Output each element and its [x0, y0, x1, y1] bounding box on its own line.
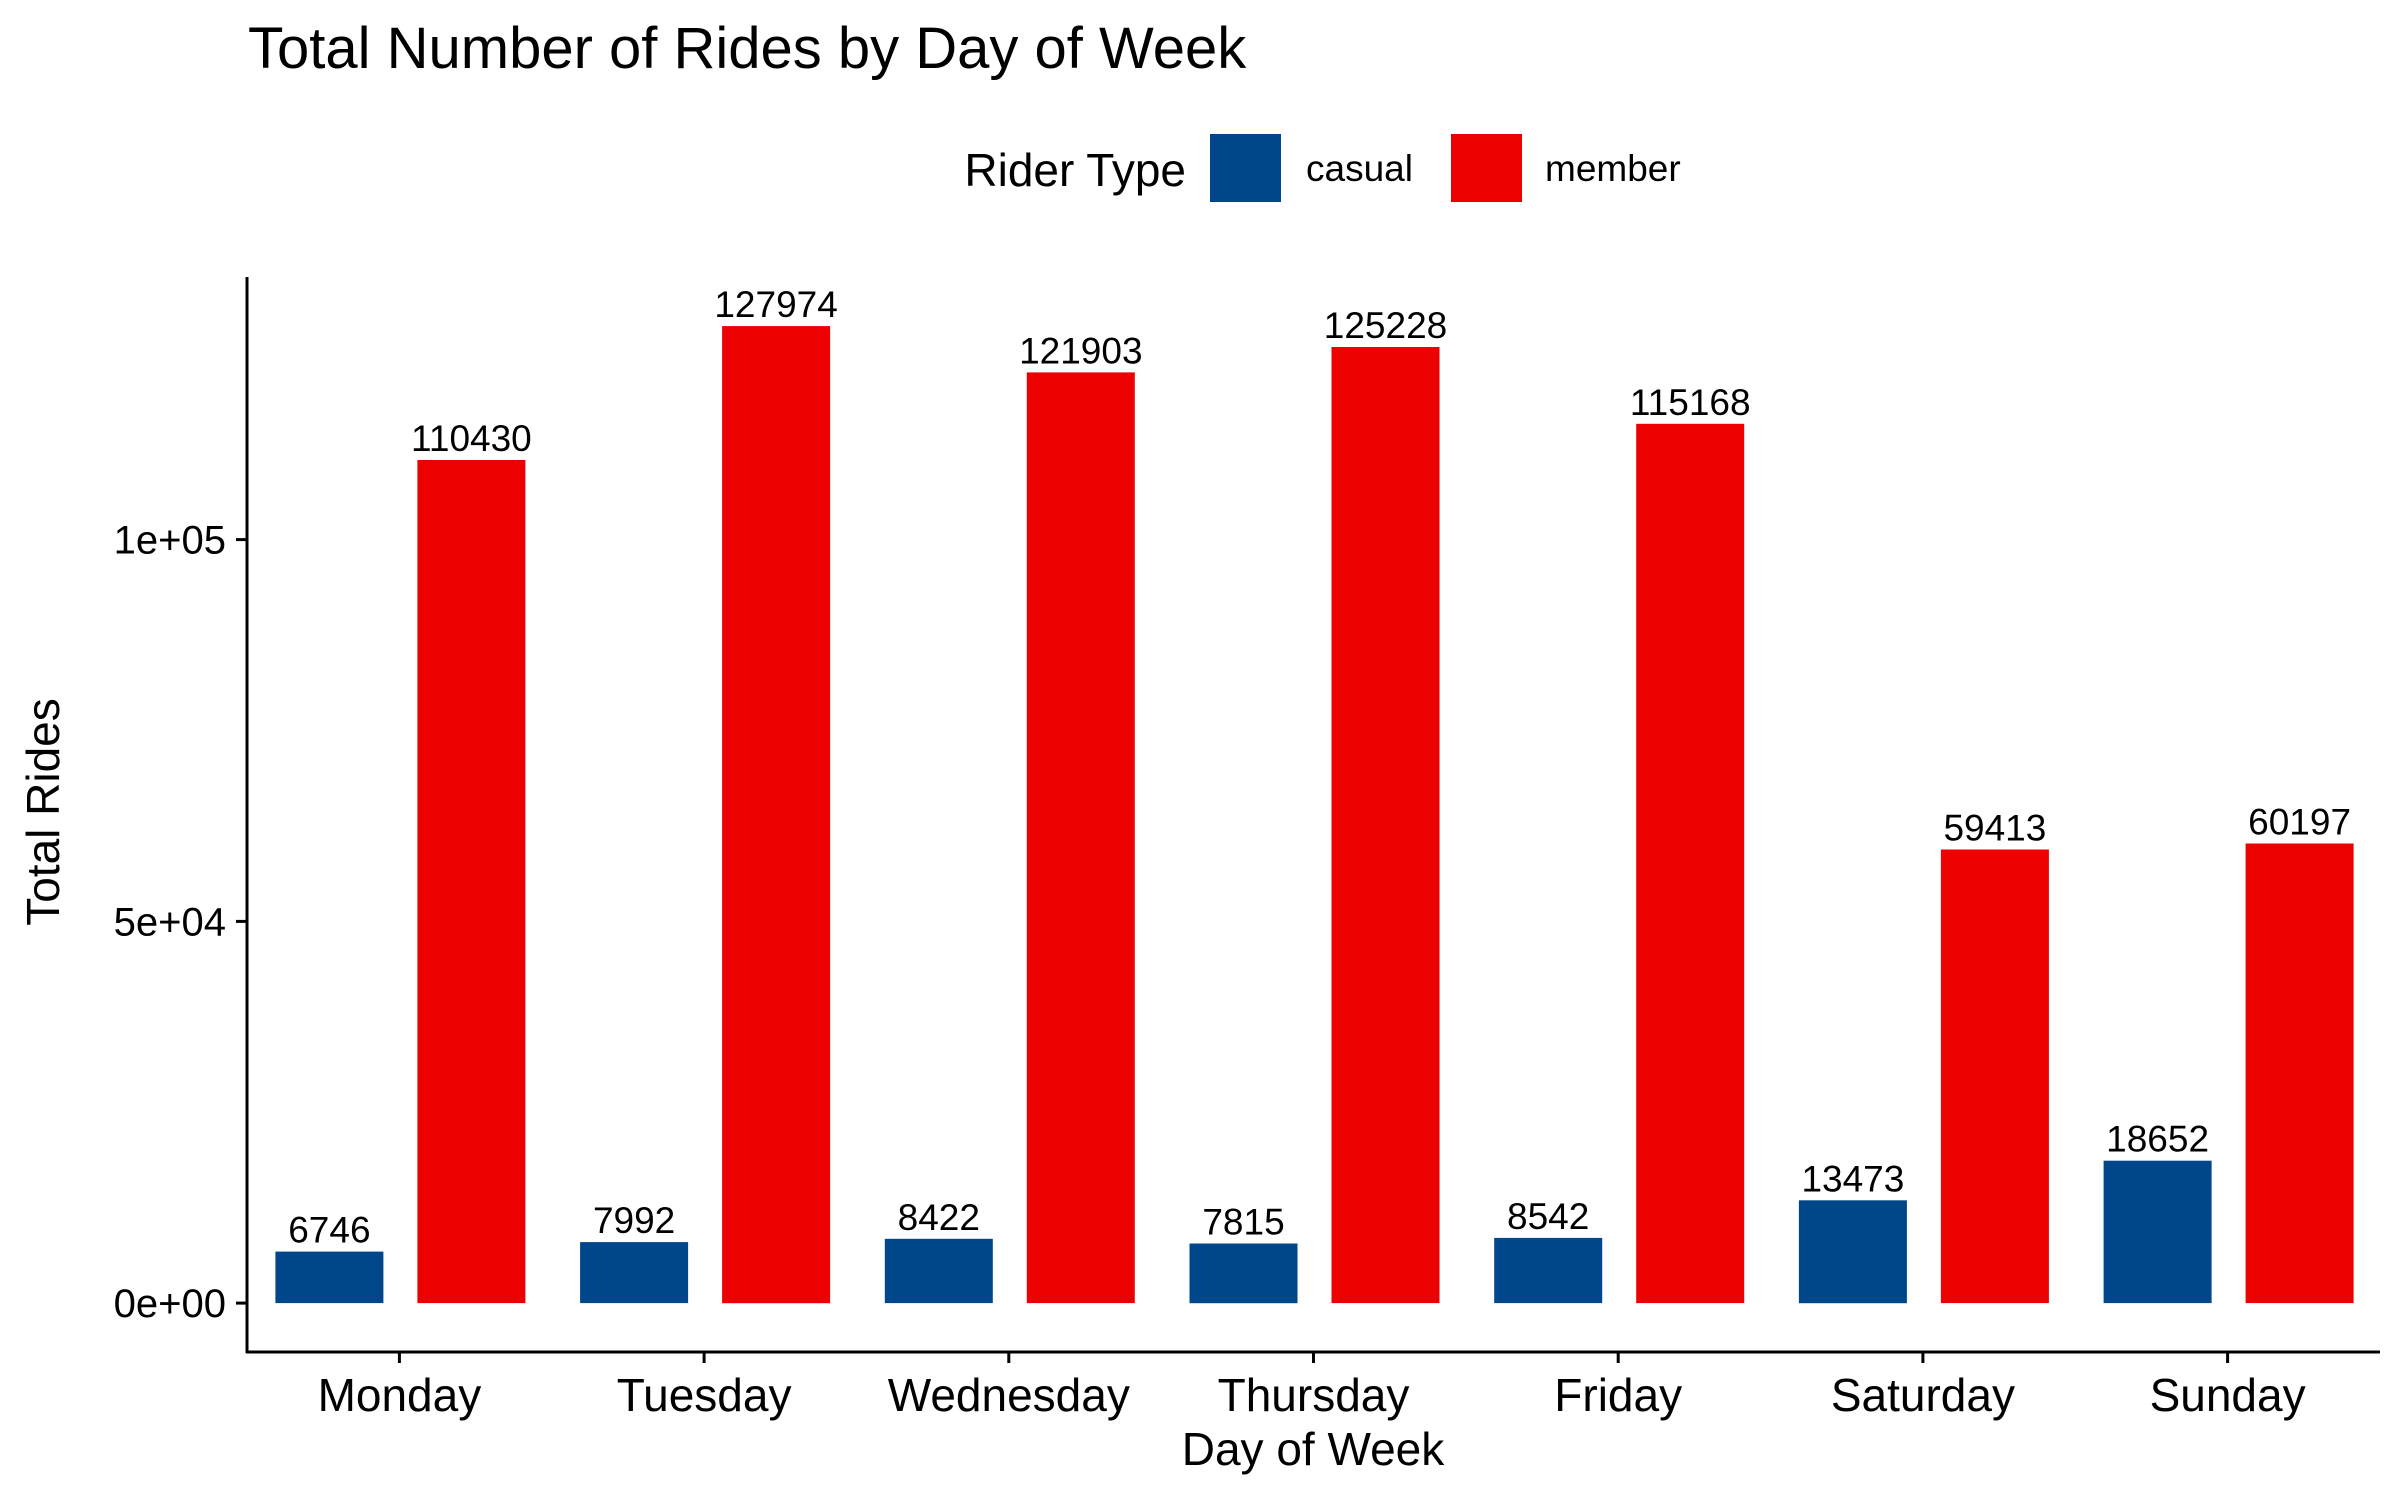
y-axis-ticks: 0e+00 5e+04 1e+05 — [114, 519, 247, 1326]
data-label-member-wednesday: 121903 — [1019, 330, 1142, 371]
y-tick-label: 5e+04 — [114, 900, 226, 944]
plot-area: 6746 110430 7992 127974 8422 121903 7815 125228… — [275, 284, 2354, 1304]
bar-casual-friday — [1494, 1237, 1603, 1304]
data-label-member-friday: 115168 — [1630, 382, 1751, 423]
bar-casual-saturday — [1798, 1200, 1907, 1304]
legend-label-member: member — [1545, 148, 1681, 189]
y-axis-title: Total Rides — [17, 698, 69, 926]
x-tick-label-saturday: Saturday — [1831, 1369, 2015, 1421]
data-label-casual-thursday: 7815 — [1202, 1202, 1284, 1243]
data-label-member-tuesday: 127974 — [714, 284, 837, 325]
x-axis-title: Day of Week — [1182, 1423, 1445, 1475]
chart-title: Total Number of Rides by Day of Week — [248, 16, 1247, 81]
data-label-casual-monday: 6746 — [288, 1210, 370, 1251]
y-tick-label: 1e+05 — [114, 519, 226, 563]
y-tick-label: 0e+00 — [114, 1282, 226, 1326]
data-label-casual-saturday: 13473 — [1801, 1158, 1904, 1199]
data-label-casual-tuesday: 7992 — [593, 1200, 675, 1241]
legend-swatch-member — [1451, 134, 1522, 202]
legend-title: Rider Type — [964, 144, 1186, 196]
bar-member-tuesday — [722, 326, 831, 1304]
x-axis-ticks: Monday Tuesday Wednesday Thursday Friday Satu… — [318, 1352, 2306, 1421]
bar-member-monday — [417, 460, 526, 1304]
data-label-member-saturday: 59413 — [1943, 808, 2046, 849]
x-tick-label-friday: Friday — [1554, 1369, 1682, 1421]
legend: Rider Type casual member — [964, 134, 1681, 202]
bar-casual-sunday — [2103, 1160, 2212, 1304]
bar-casual-thursday — [1189, 1243, 1298, 1304]
bar-member-sunday — [2245, 843, 2354, 1304]
bar-member-thursday — [1331, 347, 1440, 1304]
bar-member-wednesday — [1026, 372, 1135, 1304]
bar-member-saturday — [1940, 849, 2049, 1304]
x-tick-label-tuesday: Tuesday — [617, 1369, 792, 1421]
bar-member-friday — [1636, 423, 1745, 1304]
data-label-member-sunday: 60197 — [2248, 802, 2351, 843]
bar-casual-monday — [275, 1251, 384, 1304]
x-tick-label-monday: Monday — [318, 1369, 482, 1421]
x-tick-label-wednesday: Wednesday — [888, 1369, 1130, 1421]
data-label-casual-wednesday: 8422 — [898, 1197, 980, 1238]
x-tick-label-sunday: Sunday — [2150, 1369, 2306, 1421]
data-label-member-thursday: 125228 — [1324, 305, 1447, 346]
data-label-member-monday: 110430 — [411, 418, 532, 459]
data-label-casual-sunday: 18652 — [2106, 1119, 2209, 1160]
x-tick-label-thursday: Thursday — [1218, 1369, 1410, 1421]
legend-swatch-casual — [1210, 134, 1281, 202]
legend-label-casual: casual — [1306, 148, 1413, 189]
data-label-casual-friday: 8542 — [1507, 1196, 1589, 1237]
bar-casual-tuesday — [580, 1242, 689, 1304]
bar-casual-wednesday — [884, 1238, 993, 1304]
